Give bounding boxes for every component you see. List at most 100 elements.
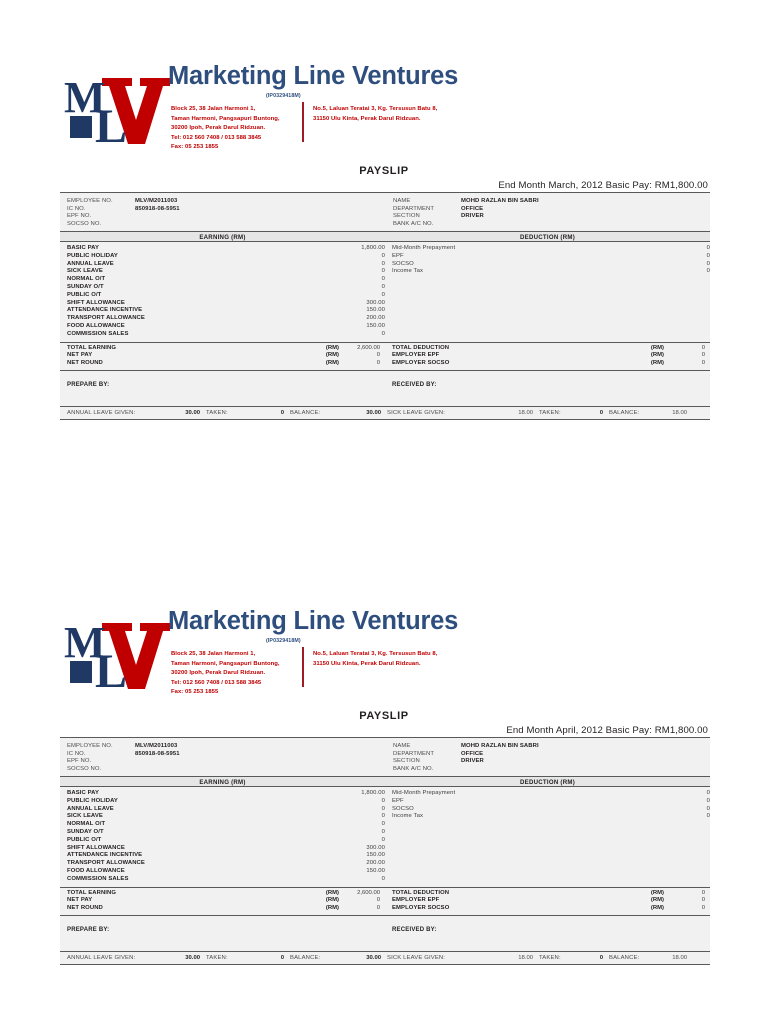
- earning-name: ANNUAL LEAVE: [67, 805, 114, 812]
- earnings-column: BASIC PAY 1,800.00 PUBLIC HOLIDAY 0 ANNUAL L…: [60, 790, 385, 884]
- deduction-header: DEDUCTION (RM): [520, 779, 575, 786]
- earning-amount: 0: [381, 836, 385, 843]
- total-amount: 0: [701, 352, 705, 359]
- employee-info-right: NAME MOHD RAZLAN BIN SABRI DEPARTMENT OFFIC…: [393, 198, 539, 228]
- total-deduction-row: EMPLOYER EPF (RM) 0: [385, 352, 710, 360]
- earning-amount: 0: [381, 283, 385, 290]
- received-by-label: RECEIVED BY:: [392, 382, 437, 389]
- earning-header: EARNING (RM): [199, 779, 246, 786]
- employee-info-label: DEPARTMENT: [393, 750, 435, 757]
- employee-info-value: OFFICE: [461, 205, 484, 212]
- earning-amount: 0: [381, 260, 385, 267]
- employee-info-row: SOCSO NO.: [67, 221, 180, 229]
- deduction-amount: 0: [706, 813, 710, 820]
- earning-amount: 0: [381, 797, 385, 804]
- earning-amount: 0: [381, 828, 385, 835]
- employee-info-label: BANK A/C NO.: [393, 765, 434, 772]
- total-deduction-row: TOTAL DEDUCTION (RM) 0: [385, 345, 710, 353]
- employee-info-row: EMPLOYEE NO. MLV/M2011003: [67, 743, 180, 751]
- deduction-spacer: [385, 307, 710, 315]
- annual-leave-balance-label: BALANCE:: [290, 955, 321, 962]
- total-label: TOTAL EARNING: [67, 889, 117, 896]
- earning-name: FOOD ALLOWANCE: [67, 867, 125, 874]
- company-address-primary: Block 25, 38 Jalan Harmoni 1, Taman Harm…: [171, 106, 280, 151]
- employee-info-label: BANK A/C NO.: [393, 220, 434, 227]
- employee-info-label: IC NO.: [67, 205, 86, 212]
- earning-row: BASIC PAY 1,800.00: [60, 245, 385, 253]
- deduction-name: Income Tax: [392, 268, 424, 275]
- employee-info-left: EMPLOYEE NO. MLV/M2011003 IC NO. 850918-08-…: [67, 198, 180, 228]
- deduction-spacer: [385, 300, 710, 308]
- deduction-name: Mid-Month Prepayment: [392, 245, 456, 251]
- company-name: Marketing Line Ventures: [168, 607, 459, 635]
- total-currency-label: (RM): [650, 344, 664, 351]
- total-earning-row: TOTAL EARNING (RM) 2,600.00: [60, 890, 385, 898]
- earning-row: SUNDAY O/T 0: [60, 829, 385, 837]
- total-currency-label: (RM): [650, 905, 664, 912]
- annual-leave-balance-label: BALANCE:: [290, 410, 321, 417]
- earning-name: BASIC PAY: [67, 245, 99, 251]
- payslip-april: M L Marketing Line Ventures (IP0329418M) Blo…: [0, 607, 768, 966]
- total-label: NET PAY: [67, 352, 93, 359]
- sick-leave-given-label: SICK LEAVE GIVEN:: [387, 955, 446, 962]
- payslip-table: EMPLOYEE NO. MLV/M2011003 IC NO. 850918-08-…: [60, 737, 710, 966]
- letterhead: M L Marketing Line Ventures (IP0329418M) Blo…: [0, 62, 768, 152]
- total-amount: 0: [701, 344, 705, 351]
- earning-row: PUBLIC HOLIDAY 0: [60, 798, 385, 806]
- employee-info-label: SECTION: [393, 213, 420, 220]
- earning-row: BASIC PAY 1,800.00: [60, 790, 385, 798]
- earning-amount: 150.00: [366, 307, 385, 314]
- earning-row: SHIFT ALLOWANCE 300.00: [60, 300, 385, 308]
- total-currency-label: (RM): [325, 360, 339, 367]
- earning-row: ANNUAL LEAVE 0: [60, 261, 385, 269]
- employee-info-value: MLV/M2011003: [135, 743, 178, 749]
- earning-name: SHIFT ALLOWANCE: [67, 299, 125, 306]
- signature-section: PREPARE BY: RECEIVED BY:: [60, 370, 710, 406]
- earning-name: PUBLIC O/T: [67, 836, 102, 843]
- total-label: EMPLOYER SOCSO: [392, 905, 450, 912]
- totals-right-column: TOTAL DEDUCTION (RM) 0 EMPLOYER EPF (RM) 0 EMP…: [385, 345, 710, 369]
- total-currency-label: (RM): [650, 352, 664, 359]
- earning-name: SICK LEAVE: [67, 813, 103, 820]
- payslip-march: M L Marketing Line Ventures (IP0329418M) Blo…: [0, 62, 768, 421]
- sick-leave-given-value: 18.00: [518, 410, 533, 417]
- employee-info-label: NAME: [393, 198, 411, 204]
- leave-summary-row: ANNUAL LEAVE GIVEN: 30.00 TAKEN: 0 BALANCE: 3…: [60, 406, 710, 419]
- employee-info-row: IC NO. 850918-08-5951: [67, 206, 180, 214]
- sick-leave-balance-label: BALANCE:: [609, 955, 640, 962]
- employee-info-row: NAME MOHD RAZLAN BIN SABRI: [393, 743, 539, 751]
- earning-name: PUBLIC O/T: [67, 291, 102, 298]
- earning-amount: 0: [381, 875, 385, 882]
- earning-row: ATTENDANCE INCENTIVE 150.00: [60, 852, 385, 860]
- deduction-spacer: [385, 845, 710, 853]
- annual-leave-given-label: ANNUAL LEAVE GIVEN:: [67, 955, 136, 962]
- column-headers-band: EARNING (RM) DEDUCTION (RM): [60, 231, 710, 242]
- column-headers-band: EARNING (RM) DEDUCTION (RM): [60, 776, 710, 787]
- deduction-row: EPF 0: [385, 798, 710, 806]
- employee-info-value: OFFICE: [461, 750, 484, 757]
- deduction-spacer: [385, 331, 710, 339]
- total-label: NET ROUND: [67, 905, 103, 912]
- total-amount: 2,600.00: [357, 344, 380, 351]
- deduction-spacer: [385, 292, 710, 300]
- employee-info-label: EPF NO.: [67, 758, 92, 765]
- annual-leave-balance-value: 30.00: [366, 955, 381, 962]
- deduction-amount: 0: [706, 790, 710, 796]
- earning-name: ATTENDANCE INCENTIVE: [67, 307, 143, 314]
- earning-name: FOOD ALLOWANCE: [67, 322, 125, 329]
- total-deduction-row: TOTAL DEDUCTION (RM) 0: [385, 890, 710, 898]
- employee-info-label: EMPLOYEE NO.: [67, 743, 113, 749]
- totals-left-column: TOTAL EARNING (RM) 2,600.00 NET PAY (RM) 0 NET…: [60, 345, 385, 369]
- annual-leave-taken-label: TAKEN:: [206, 410, 228, 417]
- deduction-spacer: [385, 868, 710, 876]
- employee-info-label: DEPARTMENT: [393, 205, 435, 212]
- earning-name: ANNUAL LEAVE: [67, 260, 114, 267]
- earnings-column: BASIC PAY 1,800.00 PUBLIC HOLIDAY 0 ANNUAL L…: [60, 245, 385, 339]
- total-label: EMPLOYER EPF: [392, 897, 440, 904]
- sick-leave-balance-label: BALANCE:: [609, 410, 640, 417]
- deduction-name: EPF: [392, 252, 404, 259]
- total-label: EMPLOYER SOCSO: [392, 360, 450, 367]
- earning-header: EARNING (RM): [199, 234, 246, 241]
- employee-info-label: NAME: [393, 743, 411, 749]
